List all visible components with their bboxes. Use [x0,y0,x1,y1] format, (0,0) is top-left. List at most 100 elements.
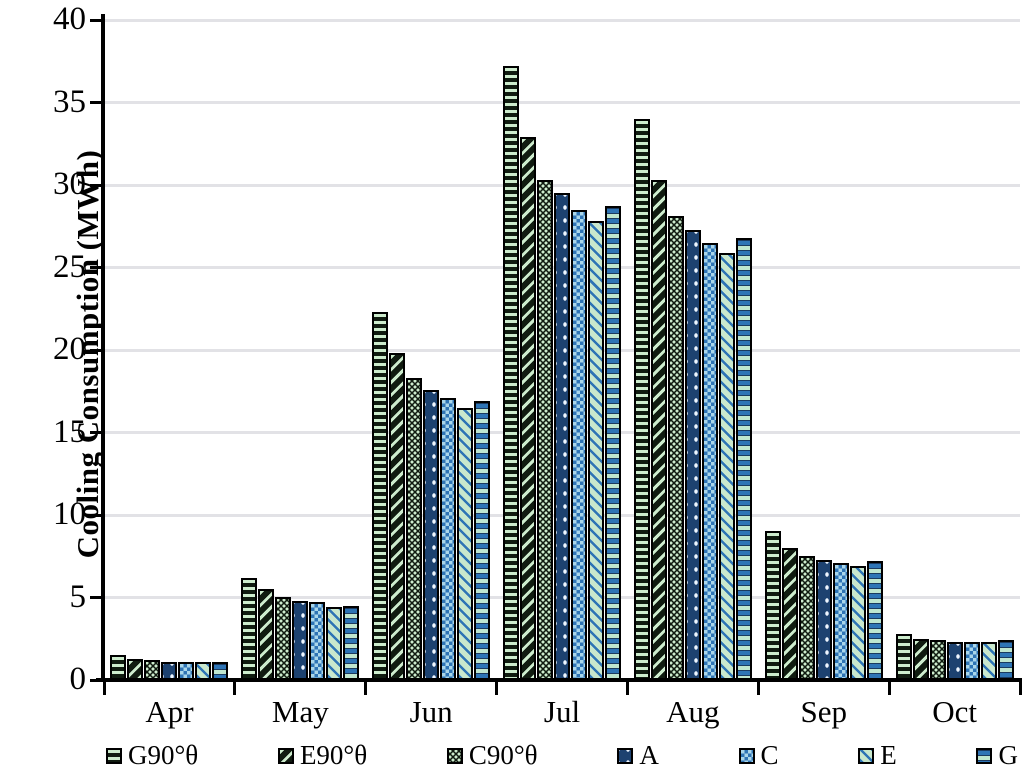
legend-label-E90°θ: E90°θ [299,740,368,770]
y-tick-0 [90,678,103,682]
bar-jun-C [440,398,457,680]
x-tick-2 [364,680,368,695]
legend-item-C90°θ: C90°θ [446,740,538,771]
bar-apr-E90°θ [127,659,144,680]
y-tick-10 [90,513,103,517]
bar-oct-C90°θ [929,640,946,680]
legend-item-C: C [738,740,779,771]
bar-aug-G90°θ [633,119,650,680]
legend-label-C90°θ: C90°θ [468,740,538,770]
y-tick-15 [90,431,103,434]
x-axis-line [96,678,1022,682]
bar-group-jul [497,20,628,680]
bar-oct-A [946,642,963,680]
legend-item-A: A [617,740,659,771]
legend-swatch-E [858,747,875,764]
y-tick-label-25: 25 [53,248,86,285]
bar-apr-A [161,662,178,680]
bar-oct-C [963,642,980,680]
legend-swatch-A [617,747,634,764]
bar-group-apr [104,20,235,680]
bar-aug-G [735,238,752,680]
bar-groups [104,20,1020,680]
bar-jul-C90°θ [537,180,553,680]
x-tick-6 [887,680,891,695]
legend-swatch-E90°θ [277,747,294,764]
bar-jun-G [474,401,491,680]
bar-may-A [292,601,309,680]
x-tick-7 [1018,680,1022,695]
bar-apr-E [195,662,212,680]
legend-label-G90°θ: G90°θ [128,740,199,770]
x-tick-4 [625,680,629,695]
y-tick-5 [90,596,103,599]
legend-item-G90°θ: G90°θ [106,740,198,771]
legend-label-E: E [880,740,897,770]
y-tick-label-15: 15 [53,413,86,450]
bar-jun-C90°θ [406,378,423,680]
bar-jun-E [457,408,474,680]
bar-oct-E [980,642,997,680]
legend-item-G: G [976,740,1018,771]
y-tick-label-10: 10 [53,496,86,532]
bar-may-E90°θ [258,589,275,680]
bar-jul-E [588,221,604,680]
legend-label-A: A [639,740,659,770]
bar-sep-A [815,560,832,680]
month-label-aug: Aug [666,694,720,729]
bar-group-may [235,20,366,680]
legend-swatch-C90°θ [446,747,463,764]
legend-swatch-G [976,747,993,764]
y-tick-35 [90,101,103,104]
bar-sep-E [849,566,866,680]
legend-item-E: E [858,740,897,771]
legend-item-E90°θ: E90°θ [277,740,368,771]
legend-swatch-C [738,747,755,764]
y-tick-40 [90,18,103,22]
x-tick-5 [756,680,760,695]
bar-jul-E90°θ [520,137,536,680]
bar-sep-G90°θ [764,531,781,680]
bar-group-aug [627,20,758,680]
bar-oct-G [997,640,1014,680]
month-label-apr: Apr [145,694,194,729]
gridline-30 [104,183,1020,187]
month-label-may: May [271,694,329,729]
bar-may-G90°θ [241,578,258,680]
y-tick-25 [90,266,103,269]
bar-jun-A [423,390,440,680]
month-label-oct: Oct [932,694,977,729]
bar-aug-C [701,243,718,680]
month-label-jul: Jul [543,694,581,729]
y-tick-20 [90,348,103,352]
bar-sep-E90°θ [781,548,798,680]
bar-may-C [309,602,326,680]
legend-label-G: G [998,740,1018,770]
legend-label-C: C [760,740,779,770]
bar-may-C90°θ [275,597,292,680]
x-axis-category-labels: Apr May Jun Jul Aug Sep Oct [104,694,1020,730]
month-label-jun: Jun [409,694,453,729]
bar-jun-E90°θ [389,353,406,680]
y-tick-label-35: 35 [53,83,86,120]
bar-aug-A [684,230,701,680]
bar-jul-G [605,206,621,680]
gridline-40 [104,18,1020,22]
x-tick-3 [495,680,499,695]
bar-aug-E90°θ [650,180,667,680]
y-tick-label-0: 0 [69,661,87,697]
bar-jul-A [554,193,570,680]
y-axis-line [101,14,105,682]
bar-sep-G [866,561,883,680]
bar-may-E [326,607,343,680]
bar-oct-G90°θ [895,634,912,680]
bar-group-jun [366,20,497,680]
bar-may-G [343,606,360,680]
bar-sep-C [832,563,849,680]
x-tick-0 [102,680,106,695]
legend-swatch-G90°θ [106,747,122,764]
bar-aug-E [718,253,735,680]
bar-jul-C [571,210,587,680]
bar-jul-G90°θ [503,66,519,680]
